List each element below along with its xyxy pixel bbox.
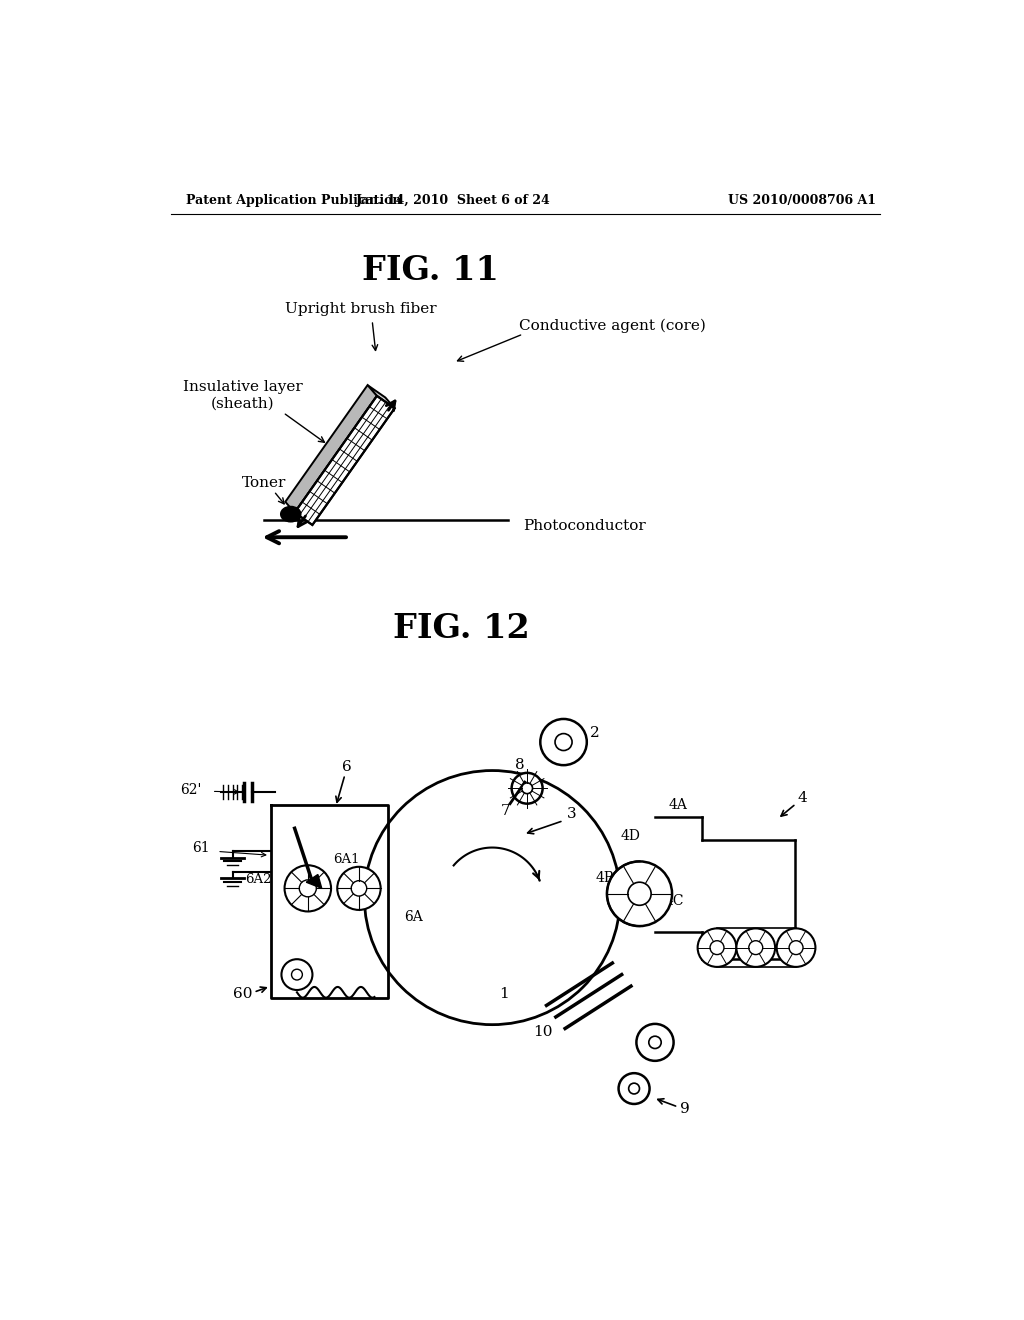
- Text: 3: 3: [566, 808, 577, 821]
- Circle shape: [351, 880, 367, 896]
- Circle shape: [697, 928, 736, 966]
- Text: 2: 2: [590, 726, 599, 739]
- Circle shape: [292, 969, 302, 979]
- Text: Photoconductor: Photoconductor: [523, 520, 646, 533]
- Circle shape: [629, 1084, 640, 1094]
- Text: 10: 10: [532, 1026, 552, 1039]
- Circle shape: [282, 960, 312, 990]
- Text: 4D: 4D: [621, 829, 640, 843]
- Text: 1: 1: [499, 987, 509, 1001]
- Text: FIG. 12: FIG. 12: [393, 611, 529, 644]
- Text: 60: 60: [232, 987, 253, 1001]
- Text: 9: 9: [680, 1102, 689, 1117]
- Text: 6A: 6A: [403, 909, 423, 924]
- Text: Toner: Toner: [242, 477, 286, 490]
- Circle shape: [736, 928, 775, 966]
- Ellipse shape: [281, 507, 301, 521]
- Circle shape: [776, 928, 815, 966]
- Text: 4A: 4A: [669, 799, 688, 812]
- Circle shape: [285, 866, 331, 911]
- Text: 7: 7: [501, 804, 510, 818]
- Text: Upright brush fiber: Upright brush fiber: [285, 301, 436, 315]
- Text: 4: 4: [798, 791, 807, 804]
- Circle shape: [710, 941, 724, 954]
- Text: Jan. 14, 2010  Sheet 6 of 24: Jan. 14, 2010 Sheet 6 of 24: [356, 194, 551, 207]
- Circle shape: [628, 882, 651, 906]
- Polygon shape: [368, 385, 394, 408]
- Circle shape: [618, 1073, 649, 1104]
- Polygon shape: [286, 385, 377, 512]
- Circle shape: [299, 880, 316, 896]
- Text: FIG. 11: FIG. 11: [361, 253, 499, 286]
- Circle shape: [337, 867, 381, 909]
- Circle shape: [512, 774, 543, 804]
- Polygon shape: [295, 396, 394, 525]
- Circle shape: [790, 941, 803, 954]
- Circle shape: [365, 771, 621, 1024]
- Circle shape: [749, 941, 763, 954]
- Circle shape: [521, 783, 532, 793]
- Text: US 2010/0008706 A1: US 2010/0008706 A1: [728, 194, 877, 207]
- Text: 8: 8: [515, 758, 524, 772]
- Text: 6A1: 6A1: [333, 853, 359, 866]
- Circle shape: [607, 862, 672, 927]
- Circle shape: [555, 734, 572, 751]
- Text: 6A2: 6A2: [245, 874, 271, 887]
- Polygon shape: [306, 874, 322, 888]
- Text: 6: 6: [342, 760, 351, 774]
- Circle shape: [636, 1024, 674, 1061]
- Circle shape: [649, 1036, 662, 1048]
- Text: Patent Application Publication: Patent Application Publication: [186, 194, 401, 207]
- Text: 61: 61: [191, 841, 209, 854]
- Text: 62': 62': [180, 783, 202, 797]
- Text: 4C: 4C: [665, 895, 684, 908]
- Circle shape: [541, 719, 587, 766]
- Text: Insulative layer
(sheath): Insulative layer (sheath): [183, 380, 302, 411]
- Text: 4B: 4B: [595, 871, 614, 886]
- Text: Conductive agent (core): Conductive agent (core): [519, 319, 707, 334]
